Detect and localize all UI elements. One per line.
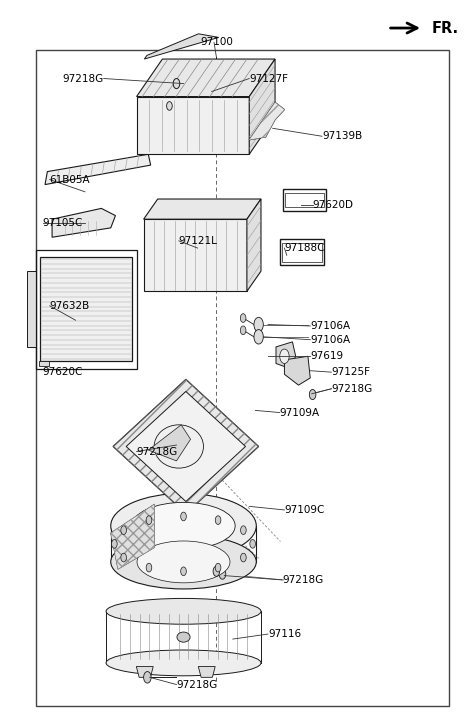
Bar: [285, 193, 324, 207]
Polygon shape: [111, 505, 154, 569]
Text: 97620D: 97620D: [313, 200, 353, 210]
Text: 97109C: 97109C: [285, 505, 325, 515]
Polygon shape: [143, 220, 247, 292]
Ellipse shape: [132, 502, 235, 550]
Bar: [36, 249, 137, 369]
Polygon shape: [249, 59, 275, 154]
Polygon shape: [276, 342, 296, 369]
Text: 61B05A: 61B05A: [50, 174, 90, 185]
Polygon shape: [144, 33, 218, 59]
Circle shape: [146, 563, 152, 572]
Polygon shape: [198, 667, 215, 678]
Polygon shape: [45, 154, 151, 185]
Polygon shape: [148, 425, 190, 461]
Text: FR.: FR.: [432, 20, 459, 36]
Circle shape: [219, 569, 226, 579]
Circle shape: [215, 563, 221, 572]
Text: 97121L: 97121L: [179, 236, 218, 246]
Circle shape: [173, 79, 180, 89]
Polygon shape: [113, 379, 258, 513]
Text: 97620C: 97620C: [43, 367, 83, 377]
Bar: [40, 257, 132, 361]
Ellipse shape: [154, 425, 203, 468]
Circle shape: [180, 567, 186, 576]
Bar: [282, 243, 322, 262]
Bar: [39, 361, 49, 366]
Ellipse shape: [106, 598, 261, 624]
Text: 97106A: 97106A: [310, 334, 351, 345]
Circle shape: [121, 553, 126, 562]
Text: 97218G: 97218G: [332, 384, 373, 394]
Text: 97127F: 97127F: [249, 73, 288, 84]
Polygon shape: [111, 505, 154, 569]
Circle shape: [240, 526, 246, 534]
Text: 97218G: 97218G: [177, 680, 218, 689]
Circle shape: [240, 326, 246, 334]
Text: 97109A: 97109A: [280, 408, 320, 417]
Circle shape: [143, 672, 151, 683]
Circle shape: [240, 553, 246, 562]
Ellipse shape: [111, 535, 256, 589]
Text: 97106A: 97106A: [310, 321, 351, 331]
Polygon shape: [137, 59, 275, 97]
Ellipse shape: [111, 494, 256, 558]
Polygon shape: [137, 97, 249, 154]
Bar: [280, 239, 324, 265]
Text: 97218G: 97218G: [282, 575, 323, 585]
Text: 97125F: 97125F: [332, 367, 370, 377]
Text: 97100: 97100: [200, 38, 233, 47]
Circle shape: [280, 349, 289, 364]
Text: 97218G: 97218G: [62, 73, 104, 84]
Circle shape: [173, 440, 180, 450]
Polygon shape: [249, 103, 285, 140]
Polygon shape: [52, 209, 115, 237]
Circle shape: [240, 314, 246, 322]
Bar: [36, 49, 449, 706]
Text: 97139B: 97139B: [322, 132, 362, 141]
Circle shape: [167, 102, 172, 111]
Circle shape: [250, 539, 256, 548]
Circle shape: [121, 526, 126, 534]
Polygon shape: [126, 391, 246, 502]
Polygon shape: [143, 199, 261, 220]
Circle shape: [215, 515, 221, 524]
Polygon shape: [136, 667, 153, 678]
Polygon shape: [247, 199, 261, 292]
Polygon shape: [285, 356, 310, 385]
Circle shape: [213, 566, 219, 577]
Ellipse shape: [177, 632, 190, 642]
Circle shape: [146, 515, 152, 524]
Text: 97105C: 97105C: [43, 218, 83, 228]
Ellipse shape: [137, 541, 230, 583]
Text: 97619: 97619: [310, 351, 343, 361]
Bar: [283, 189, 326, 211]
Circle shape: [254, 317, 263, 332]
Circle shape: [112, 539, 117, 548]
Ellipse shape: [106, 650, 261, 676]
Text: 97116: 97116: [268, 629, 301, 639]
Circle shape: [254, 329, 263, 344]
Text: 97632B: 97632B: [50, 301, 90, 310]
Text: 97188C: 97188C: [285, 243, 325, 253]
Text: 97218G: 97218G: [137, 446, 178, 457]
Circle shape: [180, 512, 186, 521]
Polygon shape: [249, 103, 285, 140]
Circle shape: [309, 390, 316, 400]
Polygon shape: [27, 271, 36, 347]
